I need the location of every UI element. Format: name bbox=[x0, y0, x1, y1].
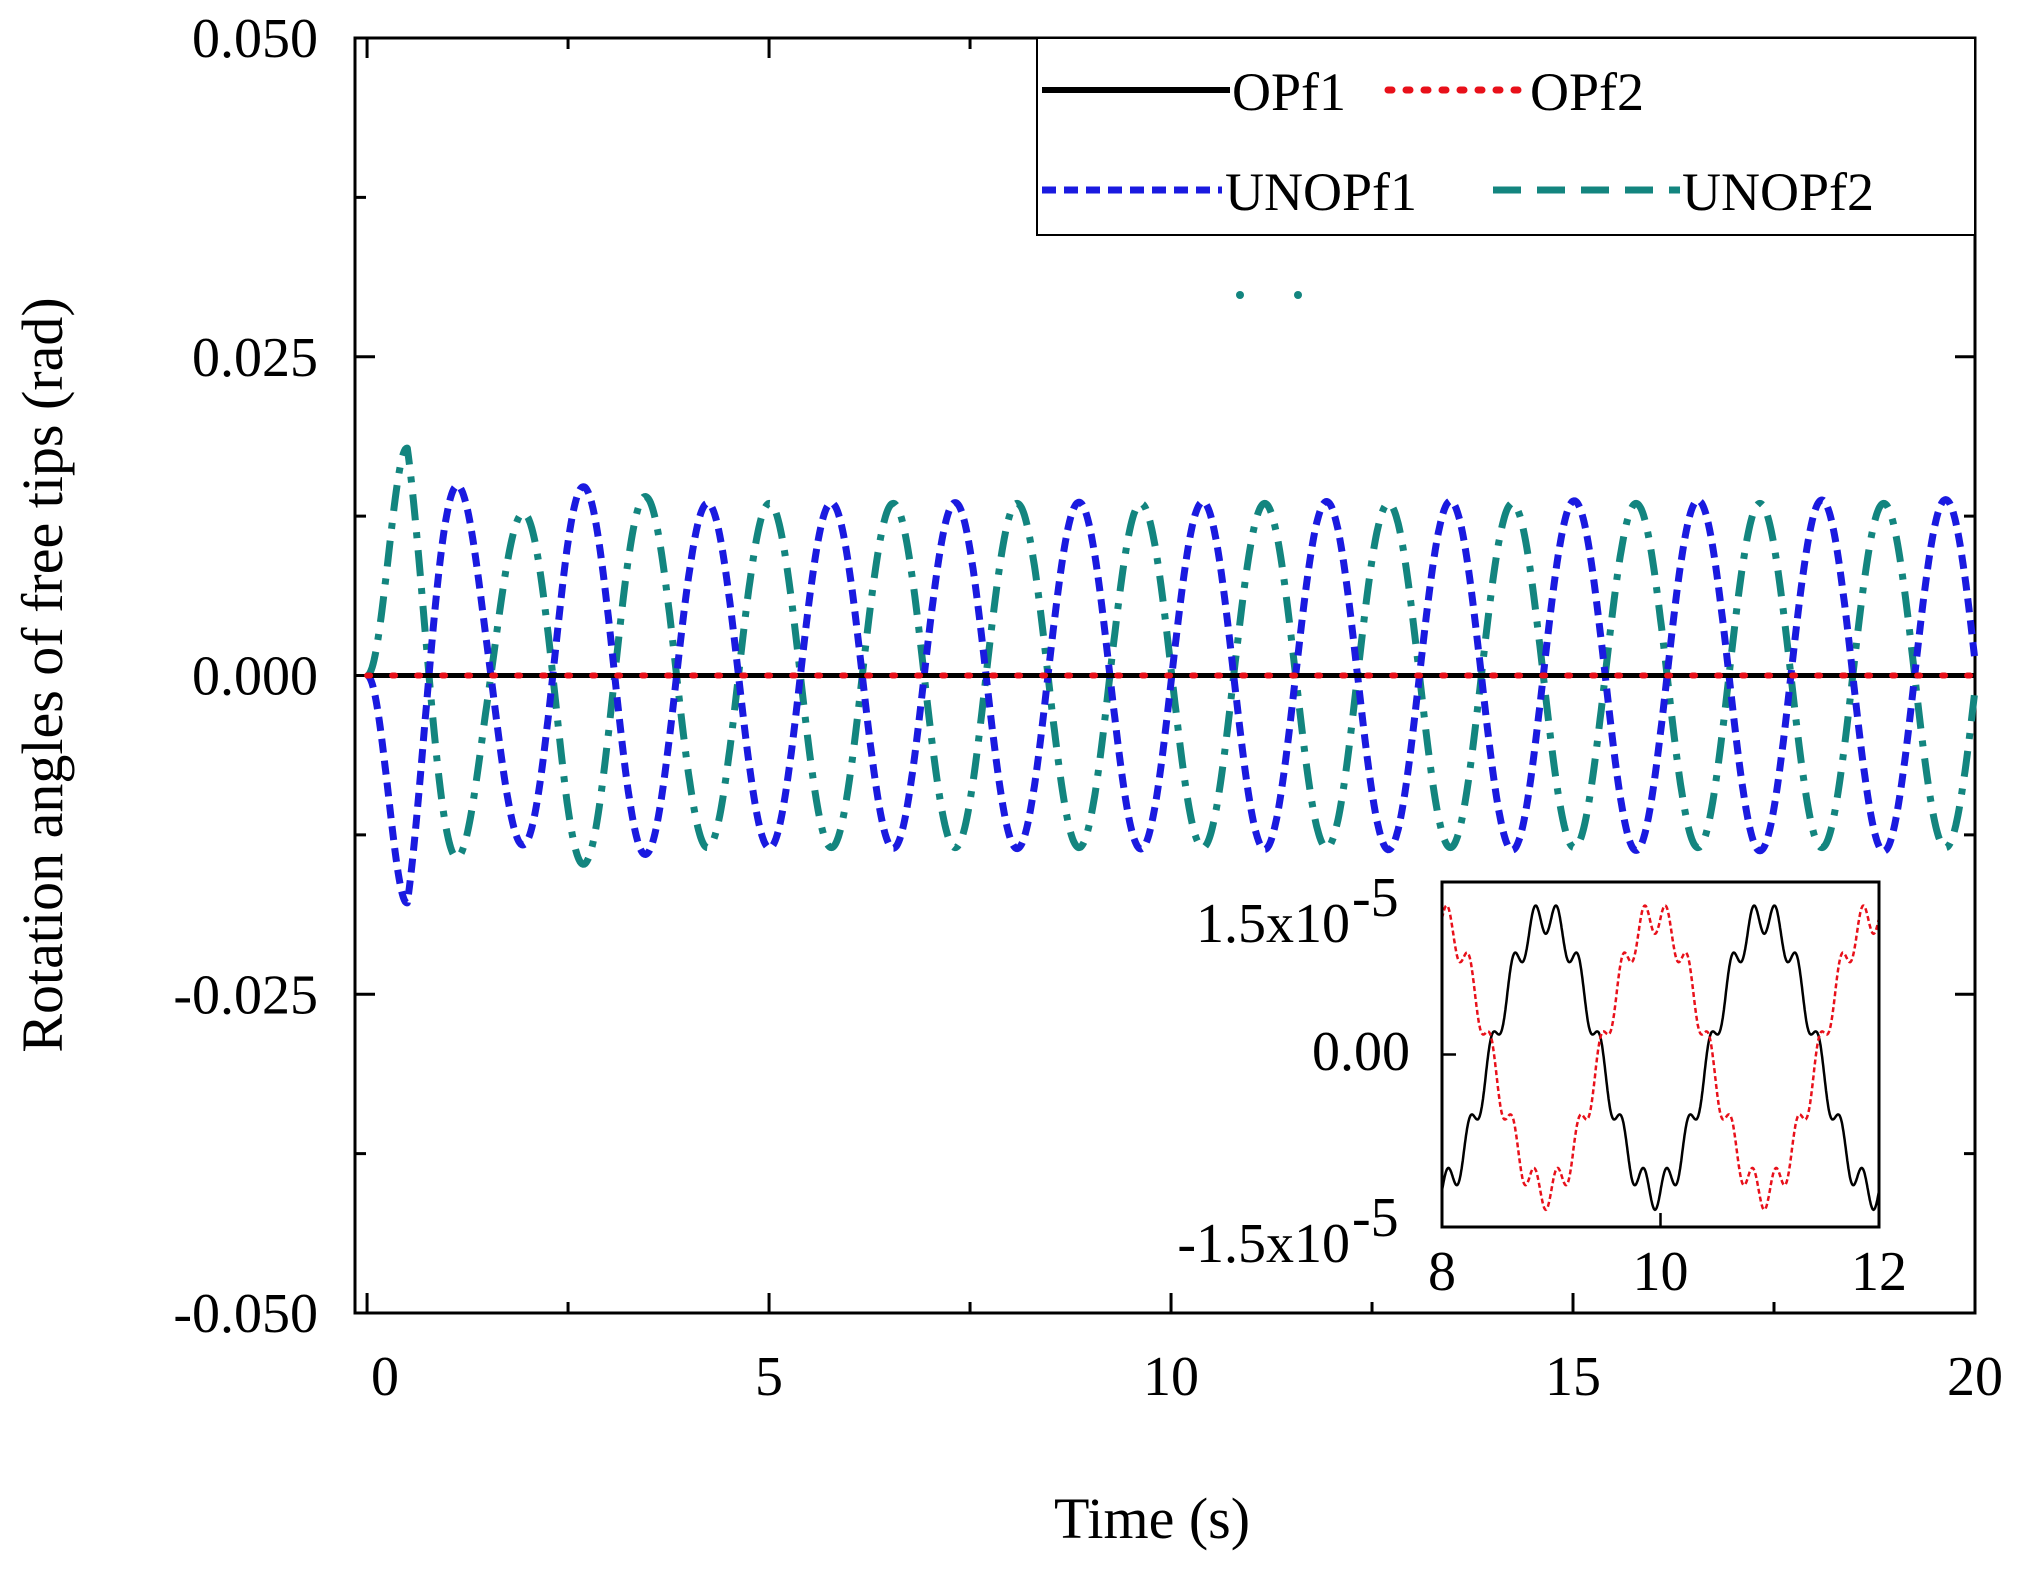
y-tick-label: 0.025 bbox=[192, 327, 318, 389]
legend-overflow-dot bbox=[1294, 291, 1302, 299]
legend-label-opf2: OPf2 bbox=[1530, 62, 1644, 122]
x-tick-label: 15 bbox=[1545, 1346, 1601, 1408]
inset-x-tick-label: 12 bbox=[1851, 1241, 1907, 1303]
inset-x-tick-label: 10 bbox=[1633, 1241, 1689, 1303]
inset-background bbox=[1442, 882, 1879, 1227]
inset-y-tick-label: 1.5x10 bbox=[1196, 893, 1350, 955]
legend-box bbox=[1036, 37, 1976, 236]
inset-y-tick-label: 0.00 bbox=[1312, 1021, 1410, 1083]
x-axis-title: Time (s) bbox=[1054, 1486, 1250, 1551]
y-tick-label: 0.000 bbox=[192, 646, 318, 708]
inset-series-line-opf1 bbox=[1440, 904, 1881, 1212]
y-axis-title: Rotation angles of free tips (rad) bbox=[10, 297, 75, 1052]
x-tick-label: 5 bbox=[755, 1346, 783, 1408]
legend-label-unopf1: UNOPf1 bbox=[1225, 162, 1417, 222]
y-tick-label: -0.025 bbox=[173, 964, 318, 1026]
x-tick-label: 10 bbox=[1143, 1346, 1199, 1408]
inset-y-tick-exponent: -5 bbox=[1352, 867, 1399, 929]
inset-y-tick-label: -1.5x10 bbox=[1177, 1213, 1350, 1275]
legend: OPf1 OPf2 UNOPf1 UNOPf2 bbox=[1036, 37, 1976, 236]
legend-label-unopf2: UNOPf2 bbox=[1682, 162, 1874, 222]
inset-y-tick-exponent: -5 bbox=[1352, 1187, 1399, 1249]
inset-series-line-opf2 bbox=[1440, 904, 1881, 1212]
x-tick-label: 0 bbox=[371, 1346, 399, 1408]
y-tick-label: 0.050 bbox=[192, 8, 318, 70]
y-tick-label: -0.050 bbox=[173, 1283, 318, 1345]
legend-overflow-dot bbox=[1236, 291, 1244, 299]
legend-label-opf1: OPf1 bbox=[1232, 62, 1346, 122]
x-tick-label: 20 bbox=[1947, 1346, 2003, 1408]
series-line-unopf1 bbox=[364, 482, 1979, 907]
inset-x-tick-label: 8 bbox=[1428, 1241, 1456, 1303]
